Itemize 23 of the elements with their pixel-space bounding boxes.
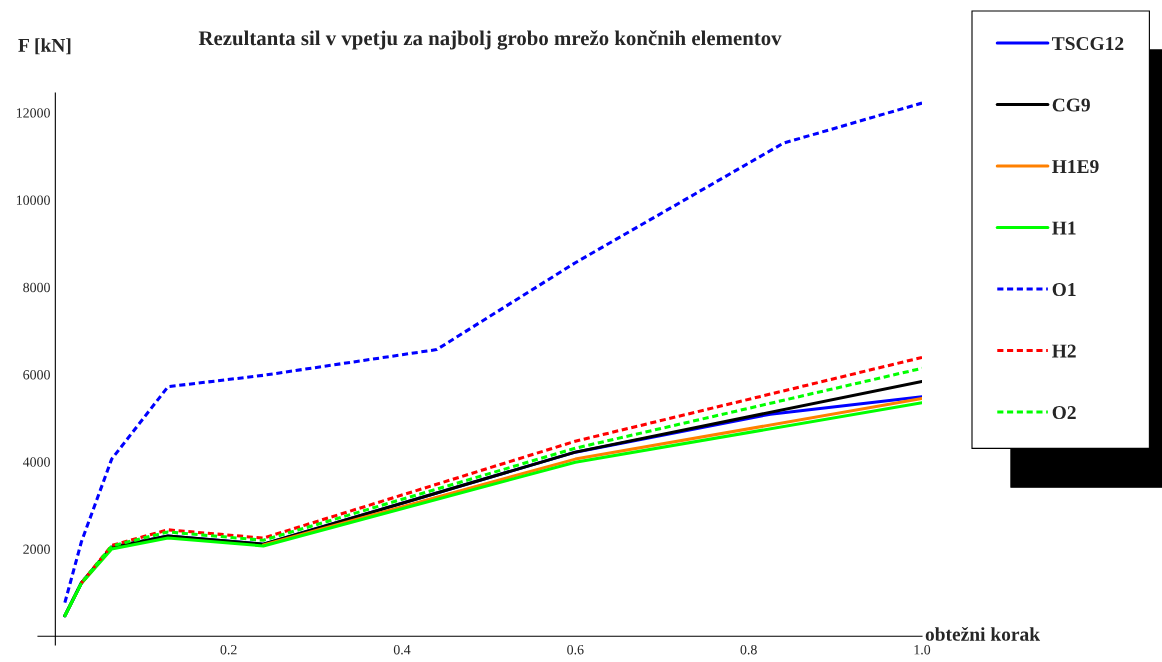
legend-label: H1 [1052, 221, 1076, 235]
chart-title: Rezultanta sil v vpetju za najbolj grobo mrežo končnih elementov [198, 30, 782, 50]
y-tick-label: 6000 [23, 370, 50, 380]
y-tick-label: 2000 [23, 544, 50, 554]
y-tick-label: 10000 [16, 195, 50, 205]
x-tick-label: 0.4 [393, 645, 411, 655]
legend-label: O2 [1052, 406, 1076, 420]
y-tick-label: 4000 [22, 457, 50, 467]
x-tick-label: 0.8 [740, 645, 757, 655]
legend-label: TSCG12 [1052, 37, 1124, 51]
x-tick-label: 1.0 [914, 645, 931, 655]
legend-label: O1 [1052, 283, 1076, 297]
x-axis-title: obtežni korak [925, 626, 1041, 641]
y-tick-label: 8000 [23, 282, 50, 293]
line-series [63, 101, 922, 605]
x-tick-label: 0.6 [567, 645, 584, 655]
legend-label: CG9 [1052, 98, 1090, 112]
x-tick-label: 0.2 [220, 645, 237, 655]
y-tick-label: 12000 [16, 108, 50, 118]
y-axis-title: F [kN] [18, 38, 71, 55]
legend-label: H1E9 [1052, 160, 1099, 174]
legend-label: H2 [1052, 344, 1076, 358]
line-series [79, 355, 922, 585]
